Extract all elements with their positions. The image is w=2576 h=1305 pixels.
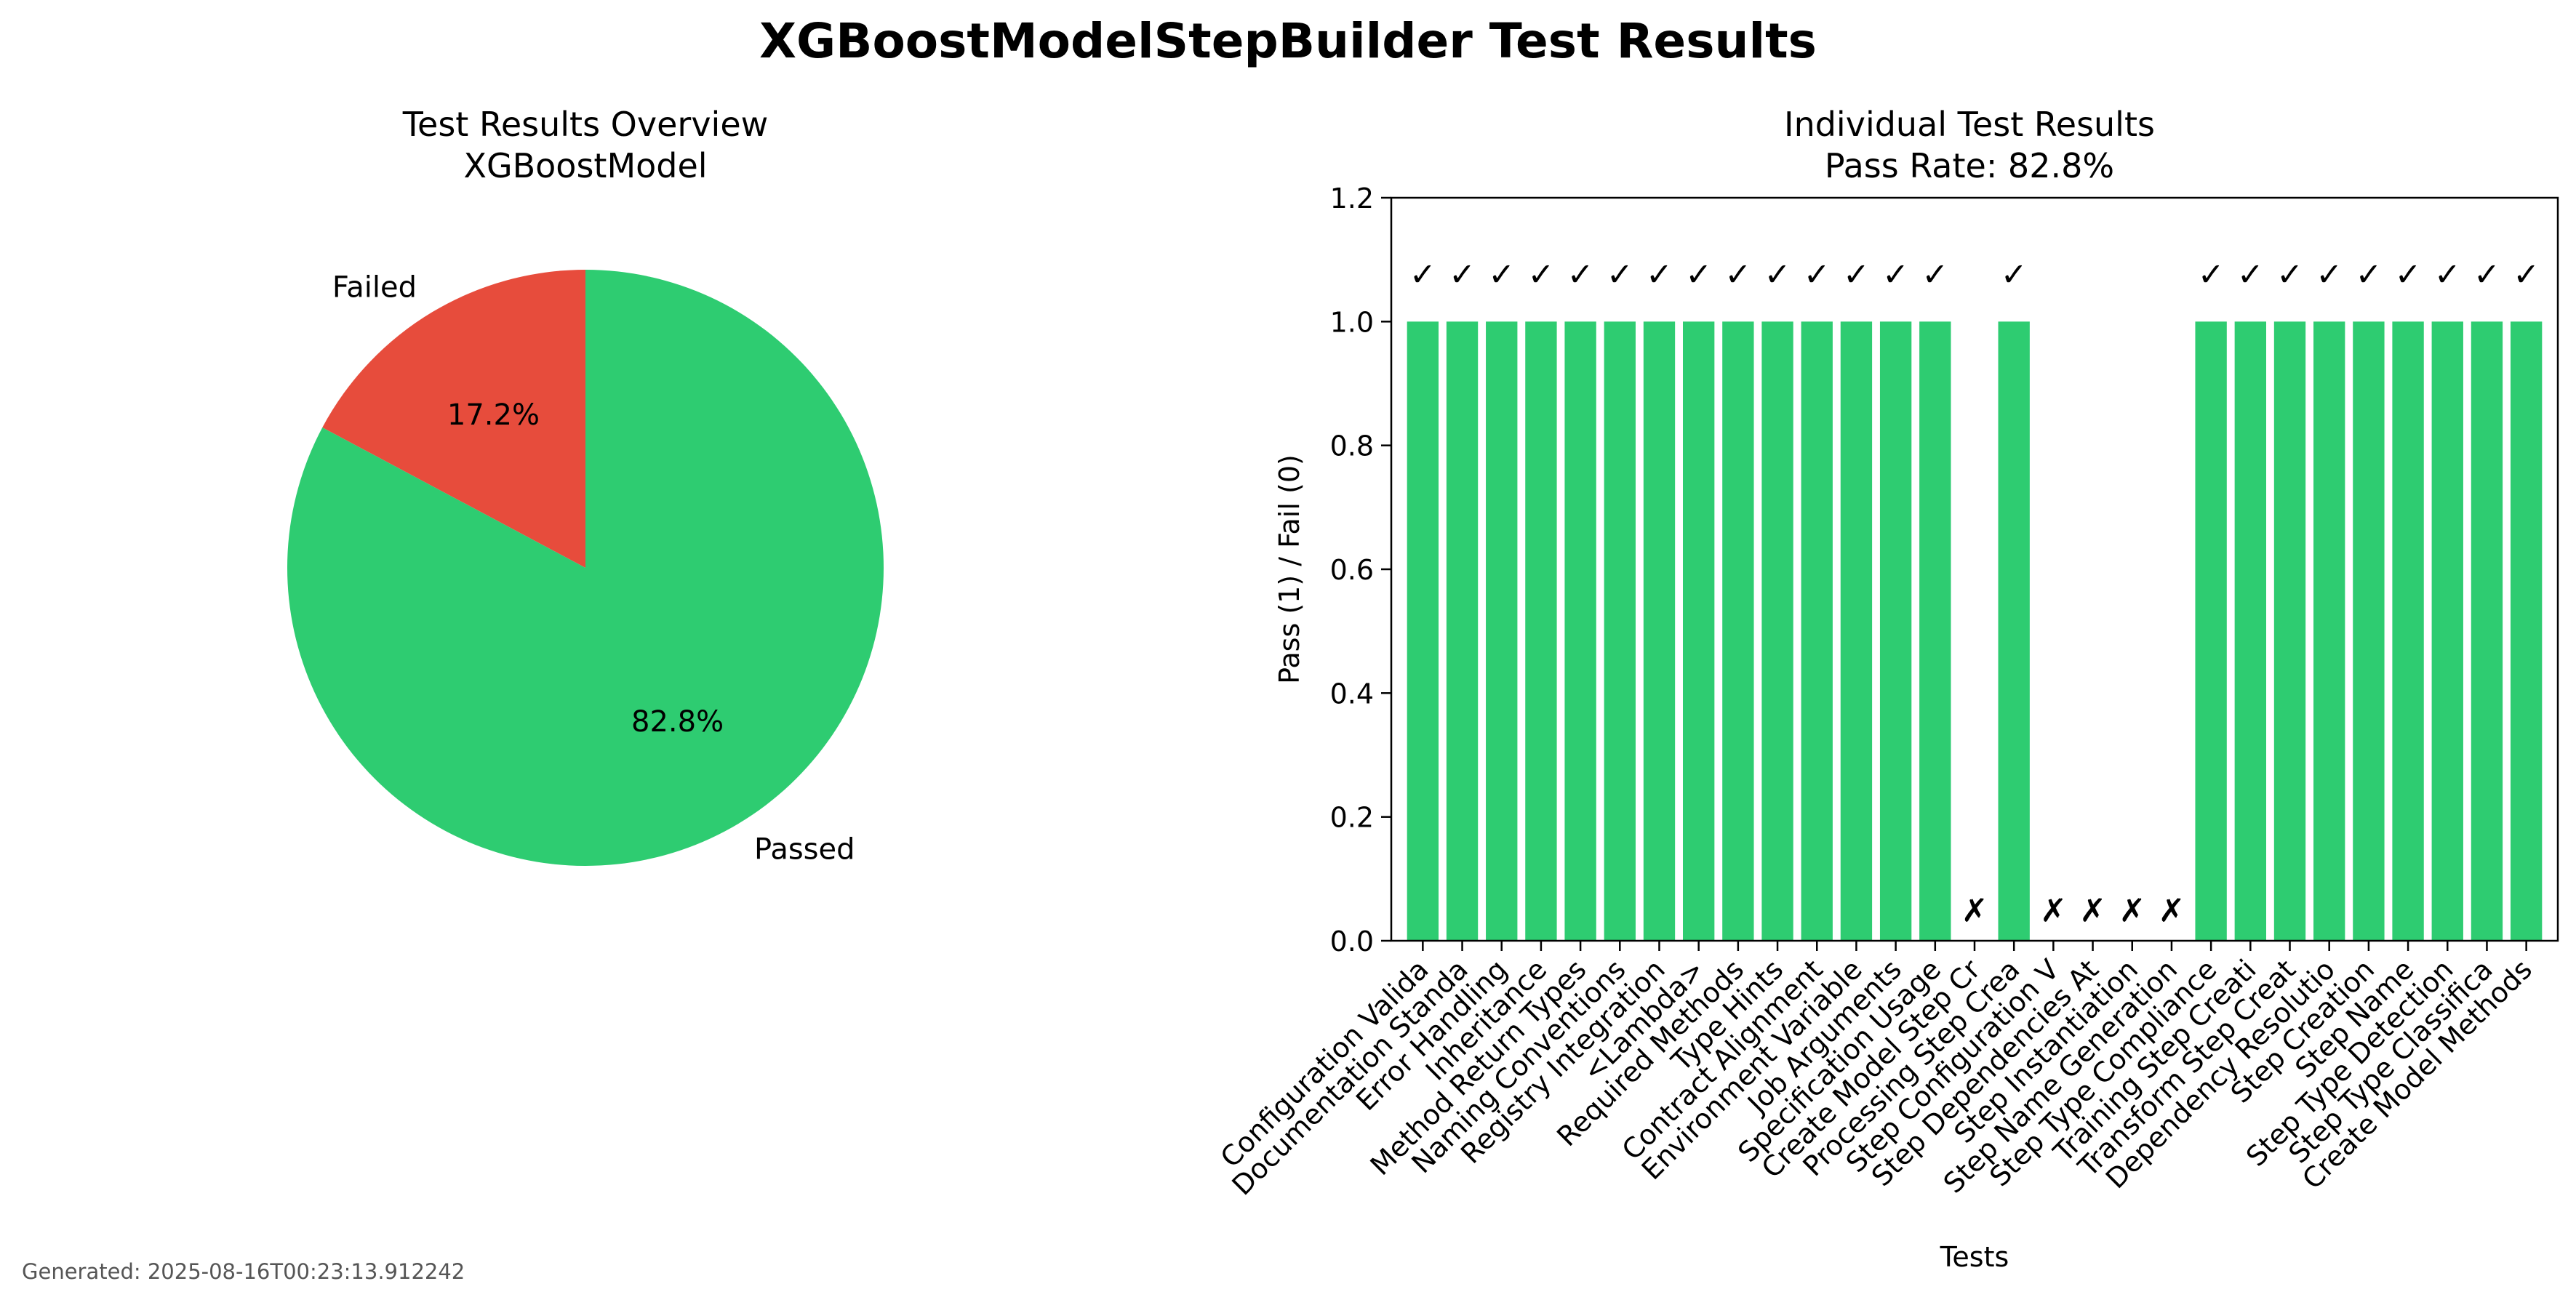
- bar-26: [2431, 321, 2463, 941]
- pass-mark: ✓: [1409, 256, 1436, 293]
- pie-pct-failed: 17.2%: [447, 398, 540, 432]
- page-title: XGBoostModelStepBuilder Test Results: [759, 13, 1817, 69]
- pass-mark: ✓: [1607, 256, 1633, 293]
- bar-25: [2392, 321, 2424, 941]
- pie-slice-failed: [322, 270, 585, 568]
- pie-slice-passed: [287, 270, 884, 866]
- fail-mark: ✗: [2079, 892, 2106, 929]
- pass-mark: ✓: [1685, 256, 1712, 293]
- bar-y-tick-label: 0.4: [1330, 678, 1374, 710]
- bar-5: [1604, 321, 1636, 941]
- bar-y-tick-label: 0.2: [1330, 802, 1374, 834]
- bar-24: [2353, 321, 2385, 941]
- bar-12: [1879, 321, 1912, 941]
- bar-y-tick-label: 1.0: [1330, 306, 1374, 338]
- pass-mark: ✓: [1646, 256, 1673, 293]
- bar-15: [1998, 321, 2030, 941]
- fail-mark: ✗: [2040, 892, 2067, 929]
- bar-2: [1486, 321, 1518, 941]
- pass-mark: ✓: [1882, 256, 1909, 293]
- pass-mark: ✓: [2001, 256, 2028, 293]
- pass-mark: ✓: [2355, 256, 2382, 293]
- bar-y-tick-label: 0.6: [1330, 554, 1374, 586]
- bar-chart-title: Individual Test Results: [1784, 105, 2155, 144]
- pass-mark: ✓: [1843, 256, 1870, 293]
- pass-mark: ✓: [1527, 256, 1554, 293]
- pass-mark: ✓: [2276, 256, 2303, 293]
- pie-chart: Test Results Overview XGBoostModel Faile…: [287, 105, 884, 867]
- bar-21: [2234, 321, 2266, 941]
- pie-label-passed: Passed: [754, 833, 855, 867]
- bar-10: [1801, 321, 1833, 941]
- fail-mark: ✗: [2159, 892, 2185, 929]
- pass-mark: ✓: [1921, 256, 1948, 293]
- pass-mark: ✓: [2316, 256, 2343, 293]
- bar-7: [1683, 321, 1715, 941]
- bar-28: [2510, 321, 2543, 941]
- bar-6: [1643, 321, 1676, 941]
- fail-mark: ✗: [1961, 892, 1988, 929]
- bar-23: [2313, 321, 2345, 941]
- pie-pct-passed: 82.8%: [631, 705, 724, 739]
- pass-mark: ✓: [2473, 256, 2500, 293]
- bar-13: [1919, 321, 1951, 941]
- bar-chart-subtitle: Pass Rate: 82.8%: [1825, 146, 2114, 185]
- bar-8: [1722, 321, 1754, 941]
- pie-chart-subtitle: XGBoostModel: [463, 146, 707, 185]
- bar-y-tick-label: 0.8: [1330, 430, 1374, 462]
- bar-chart: Individual Test Results Pass Rate: 82.8%…: [1215, 105, 2559, 1273]
- bar-0: [1407, 321, 1439, 941]
- pass-mark: ✓: [1488, 256, 1515, 293]
- pass-mark: ✓: [2434, 256, 2461, 293]
- pass-mark: ✓: [1804, 256, 1831, 293]
- bar-27: [2471, 321, 2503, 941]
- pass-mark: ✓: [2237, 256, 2264, 293]
- pass-mark: ✓: [1724, 256, 1751, 293]
- pass-mark: ✓: [1567, 256, 1594, 293]
- bar-20: [2195, 321, 2227, 941]
- pass-mark: ✓: [2395, 256, 2422, 293]
- bar-y-axis-label: Pass (1) / Fail (0): [1273, 454, 1305, 684]
- bar-22: [2273, 321, 2306, 941]
- bar-3: [1525, 321, 1557, 941]
- fail-mark: ✗: [2119, 892, 2145, 929]
- bar-plot-frame: [1390, 196, 2559, 942]
- bar-4: [1564, 321, 1596, 941]
- pass-mark: ✓: [2198, 256, 2225, 293]
- bar-y-tick-label: 1.2: [1330, 182, 1374, 214]
- pass-mark: ✓: [2513, 256, 2540, 293]
- generated-timestamp: Generated: 2025-08-16T00:23:13.912242: [22, 1259, 465, 1284]
- pie-chart-title: Test Results Overview: [402, 105, 769, 144]
- pass-mark: ✓: [1449, 256, 1476, 293]
- pie-label-failed: Failed: [332, 270, 417, 304]
- pass-mark: ✓: [1764, 256, 1791, 293]
- bar-11: [1840, 321, 1873, 941]
- bar-x-axis-label: Tests: [1940, 1241, 2009, 1273]
- bar-y-tick-label: 0.0: [1330, 925, 1374, 957]
- bar-1: [1446, 321, 1479, 941]
- bar-9: [1761, 321, 1793, 941]
